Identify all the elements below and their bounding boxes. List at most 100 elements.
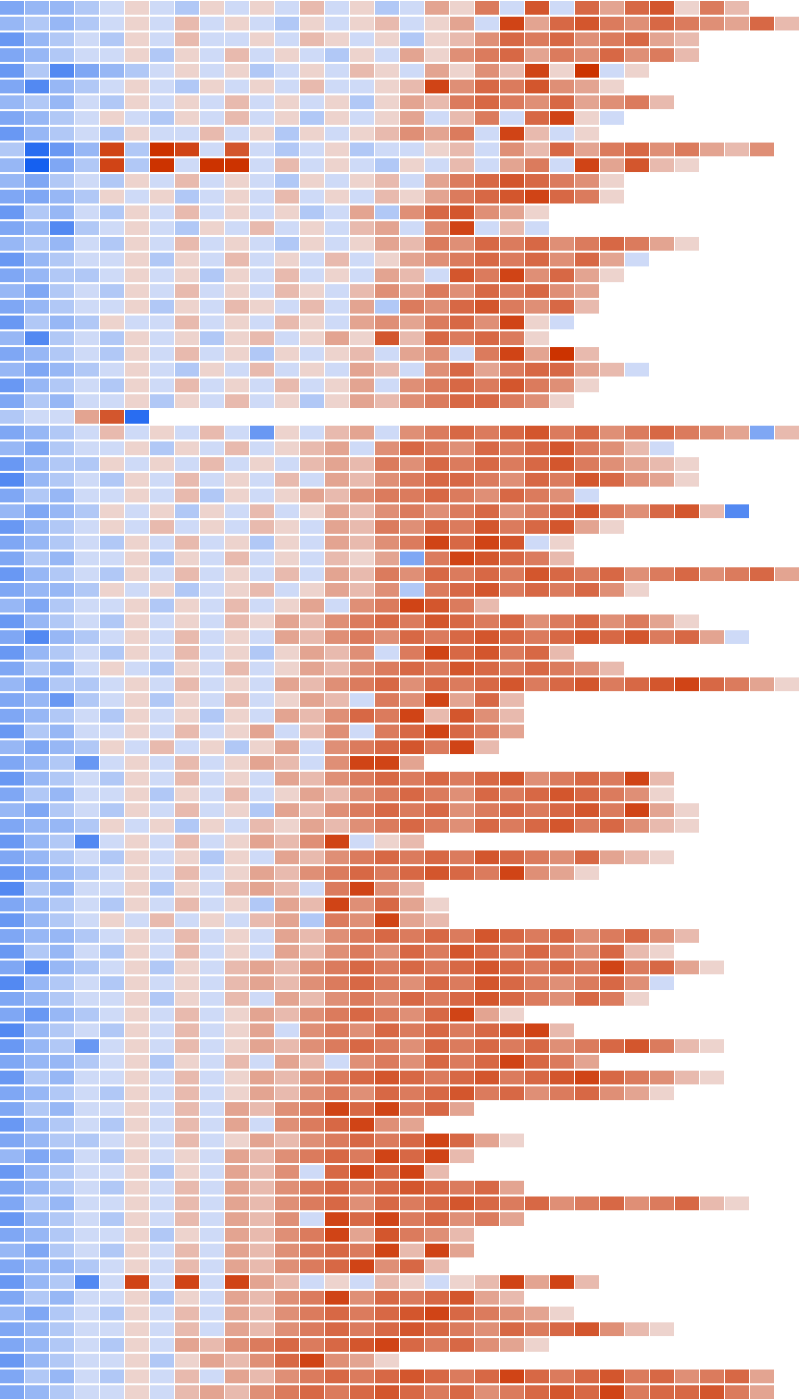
heat-cell (400, 708, 424, 723)
heat-cell (525, 142, 549, 157)
heat-cell (100, 48, 124, 62)
heat-cell (150, 1086, 174, 1101)
heat-cell (50, 551, 74, 566)
heat-cell (0, 189, 24, 204)
heat-cell (100, 1117, 124, 1132)
heat-cell (0, 881, 24, 896)
heat-cell (25, 1133, 49, 1148)
heat-cell (0, 1259, 24, 1274)
heat-cell (375, 834, 399, 849)
heat-cell (150, 252, 174, 267)
heat-cell (175, 992, 199, 1006)
heat-cell (125, 960, 149, 975)
heat-cell (150, 1165, 174, 1179)
heat-cell (50, 221, 74, 235)
heat-cell (475, 79, 499, 94)
heat-cell (225, 284, 249, 298)
heat-cell (50, 347, 74, 361)
heat-cell (150, 1196, 174, 1211)
heat-cell (275, 378, 299, 393)
heat-cell (175, 677, 199, 692)
heat-cell (150, 976, 174, 991)
heat-cell (575, 142, 599, 157)
heat-cell (100, 95, 124, 110)
heat-cell (200, 331, 224, 346)
heat-cell (575, 992, 599, 1006)
heat-cell (375, 205, 399, 220)
heat-cell (150, 205, 174, 220)
heat-cell (475, 1180, 499, 1195)
heat-cell (200, 1023, 224, 1038)
heat-cell (100, 1023, 124, 1038)
heat-cell (200, 850, 224, 865)
heat-cell (100, 1054, 124, 1069)
heat-cell (50, 929, 74, 943)
heat-cell (225, 929, 249, 943)
heat-cell (150, 677, 174, 692)
heat-cell (300, 504, 324, 519)
heat-cell (25, 1243, 49, 1258)
heat-cell (450, 866, 474, 880)
heat-cell (575, 1086, 599, 1101)
heat-cell (425, 1133, 449, 1148)
heat-cell (225, 425, 249, 440)
heat-cell (225, 1338, 249, 1352)
heat-cell (500, 315, 524, 330)
heat-cell (450, 1086, 474, 1101)
heat-cell (550, 677, 574, 692)
heat-cell (550, 1070, 574, 1085)
heat-cell (400, 299, 424, 314)
heat-cell (500, 645, 524, 660)
heat-cell (425, 992, 449, 1006)
heat-cell (525, 488, 549, 503)
heat-cell (350, 1180, 374, 1195)
heat-cell (200, 472, 224, 487)
heat-cell (175, 1117, 199, 1132)
heat-cell (225, 79, 249, 94)
heat-cell (600, 787, 624, 802)
heat-cell (250, 1275, 274, 1289)
heat-cell (0, 111, 24, 125)
heat-cell (175, 457, 199, 471)
heat-cell (700, 677, 724, 692)
heat-cell (375, 881, 399, 896)
heat-cell (200, 205, 224, 220)
heat-cell (400, 1054, 424, 1069)
heat-cell (50, 472, 74, 487)
heat-cell (450, 126, 474, 141)
heat-cell (500, 221, 524, 235)
heat-cell (525, 63, 549, 78)
heat-cell (325, 960, 349, 975)
heat-cell (525, 32, 549, 47)
heat-cell (375, 252, 399, 267)
heat-cell (475, 1070, 499, 1085)
heat-cell (275, 221, 299, 235)
heat-cell (225, 897, 249, 912)
heat-cell (175, 834, 199, 849)
heat-cell (275, 1086, 299, 1101)
heat-cell (150, 708, 174, 723)
heat-cell (200, 881, 224, 896)
heat-cell (650, 771, 674, 786)
heat-cell (600, 425, 624, 440)
heat-cell (100, 630, 124, 644)
heat-cell (375, 1306, 399, 1321)
heat-cell (525, 221, 549, 235)
heat-cell (50, 1117, 74, 1132)
heat-cell (475, 551, 499, 566)
heat-cell (225, 126, 249, 141)
heat-cell (350, 803, 374, 817)
heat-cell (125, 1259, 149, 1274)
heat-cell (0, 1133, 24, 1148)
heat-cell (475, 331, 499, 346)
heat-cell (550, 441, 574, 456)
heat-cell (400, 740, 424, 755)
heat-cell (100, 1322, 124, 1337)
heat-cell (75, 1275, 99, 1289)
heat-cell (175, 1259, 199, 1274)
heat-cell (50, 598, 74, 613)
heat-cell (375, 645, 399, 660)
heat-cell (225, 787, 249, 802)
heat-cell (425, 1102, 449, 1116)
heat-cell (150, 567, 174, 582)
